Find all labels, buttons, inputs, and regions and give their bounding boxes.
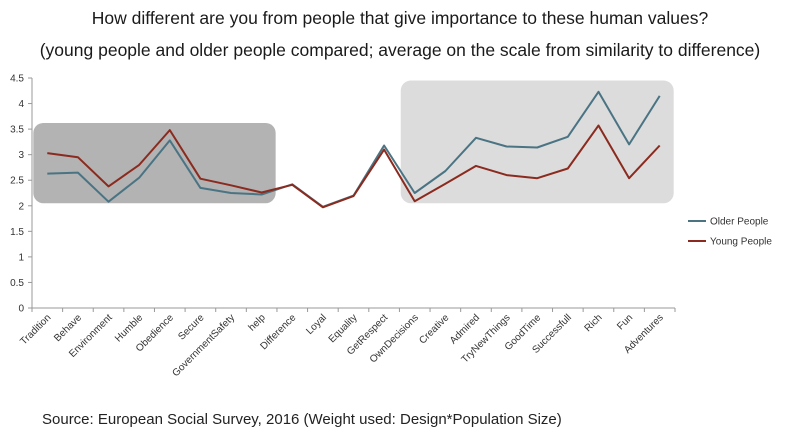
y-tick-label: 3.5: [10, 125, 24, 136]
x-category-label: Loyal: [304, 312, 329, 337]
x-axis: TraditionBehaveEnvironmentHumbleObedienc…: [18, 307, 676, 379]
legend: Older People Young People: [688, 217, 772, 248]
chart-title: How different are you from people that g…: [91, 8, 709, 28]
x-category-label: Fun: [615, 312, 635, 332]
y-tick-label: 4: [18, 99, 24, 110]
y-tick-label: 3: [18, 150, 24, 161]
y-tick-label: 2.5: [10, 176, 24, 187]
legend-label: Young People: [710, 237, 772, 248]
y-tick-label: 1: [18, 252, 24, 263]
y-tick-label: 2: [18, 201, 24, 212]
y-tick-label: 1.5: [10, 227, 24, 238]
x-category-label: Rich: [583, 312, 605, 334]
x-category-label: help: [247, 312, 268, 333]
highlight-region-1: [33, 122, 276, 204]
source-note: Source: European Social Survey, 2016 (We…: [42, 411, 562, 428]
highlight-region-2: [400, 80, 674, 204]
y-axis: 0 0.5 1 1.5 2 2.5 3 3.5 4 4.5: [10, 74, 33, 315]
x-category-label: Tradition: [18, 312, 53, 347]
legend-label: Older People: [710, 217, 769, 228]
highlight-regions: [33, 80, 674, 204]
x-category-label: Creative: [417, 312, 451, 346]
y-tick-label: 4.5: [10, 74, 24, 85]
x-category-label: Secure: [176, 312, 206, 342]
series-line-young-people: [47, 124, 661, 209]
y-tick-label: 0: [18, 304, 24, 315]
y-tick-label: 0.5: [10, 278, 24, 289]
chart-subtitle: (young people and older people compared;…: [39, 40, 761, 60]
series-lines: [47, 90, 661, 209]
